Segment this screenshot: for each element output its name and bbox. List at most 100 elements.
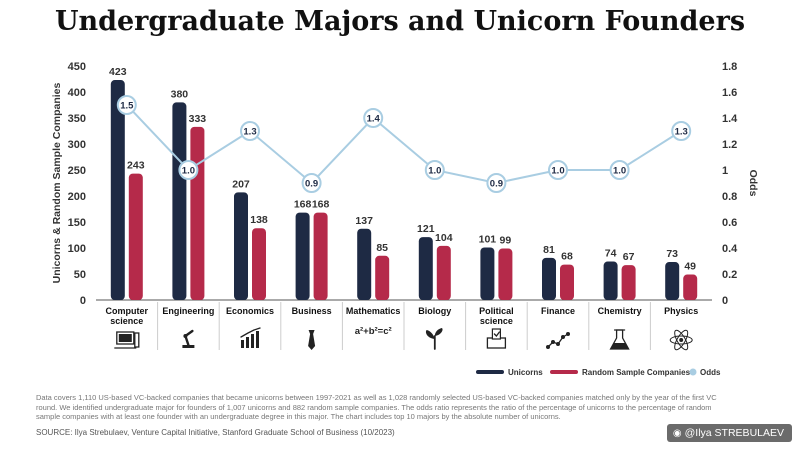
footnote: Data covers 1,110 US-based VC-backed com… bbox=[36, 393, 717, 421]
data-label-unicorns: 207 bbox=[232, 178, 250, 190]
source-line: SOURCE: Ilya Strebulaev, Venture Capital… bbox=[36, 428, 395, 437]
atom-icon bbox=[669, 329, 693, 351]
data-label-random-sample: 49 bbox=[684, 261, 696, 273]
odds-point bbox=[240, 121, 260, 141]
y2-tick-label: 0.8 bbox=[722, 191, 737, 203]
category-label: Biology bbox=[418, 306, 451, 316]
bar-random-sample bbox=[683, 274, 698, 300]
y-tick-label: 250 bbox=[68, 165, 86, 177]
category-label: Political bbox=[479, 306, 514, 316]
category-label: Physics bbox=[664, 306, 698, 316]
data-label-unicorns: 137 bbox=[355, 215, 373, 227]
odds-label: 1.4 bbox=[367, 114, 381, 125]
y2-tick-label: 0.6 bbox=[722, 217, 737, 229]
y2-axis-title: Odds bbox=[747, 170, 759, 197]
odds-label: 1.0 bbox=[551, 166, 564, 177]
data-label-random-sample: 333 bbox=[189, 113, 207, 125]
data-label-random-sample: 68 bbox=[561, 251, 573, 263]
category-label: Computer bbox=[106, 306, 149, 316]
category-label: Finance bbox=[541, 306, 575, 316]
y2-tick-label: 1.2 bbox=[722, 139, 737, 151]
y-tick-label: 200 bbox=[68, 191, 86, 203]
line-graph-icon bbox=[546, 332, 570, 349]
bar-random-sample bbox=[560, 264, 574, 300]
bar-unicorns bbox=[542, 257, 556, 300]
y2-tick-label: 0.4 bbox=[722, 243, 738, 255]
odds-label: 1.5 bbox=[120, 101, 134, 112]
category-label: Chemistry bbox=[598, 306, 642, 316]
data-label-random-sample: 85 bbox=[376, 242, 388, 254]
y-tick-label: 50 bbox=[74, 269, 86, 281]
tie-icon bbox=[308, 330, 316, 350]
odds-point bbox=[548, 160, 568, 180]
bar-random-sample bbox=[436, 245, 451, 300]
data-label-random-sample: 99 bbox=[500, 235, 512, 247]
data-label-unicorns: 101 bbox=[479, 233, 497, 245]
legend-label-unicorns: Unicorns bbox=[508, 368, 543, 377]
data-label-unicorns: 74 bbox=[605, 248, 617, 260]
y2-tick-label: 1.4 bbox=[722, 113, 738, 125]
y-axis-title: Unicorns & Random Sample Companies bbox=[51, 82, 63, 283]
y-tick-label: 0 bbox=[80, 295, 86, 307]
bar-random-sample bbox=[313, 212, 328, 300]
odds-point bbox=[609, 160, 630, 180]
odds-label: 1.0 bbox=[182, 166, 195, 177]
bar-random-sample bbox=[498, 248, 513, 300]
odds-label: 0.9 bbox=[305, 179, 318, 190]
y2-tick-label: 0 bbox=[722, 295, 728, 307]
bar-unicorns bbox=[480, 247, 495, 300]
data-label-unicorns: 81 bbox=[543, 244, 555, 256]
odds-label: 1.0 bbox=[613, 166, 626, 177]
y-tick-label: 100 bbox=[68, 243, 86, 255]
bar-random-sample bbox=[621, 265, 636, 300]
y-tick-label: 350 bbox=[68, 113, 86, 125]
y-tick-label: 300 bbox=[68, 139, 86, 151]
bar-random-sample bbox=[128, 173, 143, 300]
flask-icon bbox=[609, 329, 630, 350]
svg-text:a²+b²=c²: a²+b²=c² bbox=[355, 326, 392, 337]
odds-point bbox=[178, 160, 199, 180]
chart-title: Undergraduate Majors and Unicorn Founder… bbox=[54, 6, 746, 37]
data-label-random-sample: 168 bbox=[312, 199, 330, 211]
y2-tick-label: 0.2 bbox=[722, 269, 737, 281]
odds-point bbox=[671, 121, 692, 141]
computer-icon bbox=[114, 331, 140, 349]
bar-unicorns bbox=[665, 262, 680, 300]
instagram-icon: ◉ bbox=[672, 428, 682, 439]
category-label: science bbox=[480, 316, 513, 326]
category-label: Business bbox=[292, 306, 332, 316]
odds-point bbox=[486, 173, 507, 193]
bar-unicorns bbox=[418, 237, 433, 300]
data-label-unicorns: 73 bbox=[666, 248, 678, 260]
ballot-box-icon bbox=[486, 328, 507, 349]
odds-point bbox=[116, 95, 137, 115]
y2-tick-label: 1 bbox=[722, 165, 728, 177]
bar-unicorns bbox=[110, 80, 125, 300]
category-label: Mathematics bbox=[346, 306, 401, 316]
robot-arm-icon bbox=[182, 329, 195, 348]
formula-icon: a²+b²=c² bbox=[355, 326, 392, 337]
data-label-unicorns: 380 bbox=[171, 88, 189, 100]
bar-unicorns bbox=[234, 192, 248, 300]
y2-tick-label: 1.8 bbox=[722, 61, 737, 73]
legend-label-random-sample: Random Sample Companies bbox=[582, 368, 691, 377]
data-label-unicorns: 121 bbox=[417, 223, 435, 235]
data-label-random-sample: 104 bbox=[435, 232, 453, 244]
bar-random-sample bbox=[190, 126, 205, 300]
category-label: Economics bbox=[226, 306, 274, 316]
chart-area: 0 50 100 150 200 250 300 350 400 450 0 0.2 0.4 0.6 0.8… bbox=[51, 61, 759, 377]
legend-swatch-odds bbox=[689, 368, 697, 376]
odds-label: 0.9 bbox=[490, 179, 503, 190]
y-tick-label: 150 bbox=[68, 217, 86, 229]
y-tick-label: 450 bbox=[68, 61, 86, 73]
odds-line bbox=[126, 104, 682, 185]
plant-icon bbox=[425, 328, 443, 350]
bar-unicorns bbox=[357, 228, 372, 300]
odds-label: 1.0 bbox=[428, 166, 441, 177]
author-credit: ◉ @Ilya STREBULAEV bbox=[666, 424, 792, 442]
y-tick-label: 400 bbox=[68, 87, 86, 99]
odds-point bbox=[301, 173, 322, 193]
bar-random-sample bbox=[375, 255, 390, 300]
legend-label-odds: Odds bbox=[700, 368, 721, 377]
data-label-random-sample: 138 bbox=[250, 214, 268, 226]
